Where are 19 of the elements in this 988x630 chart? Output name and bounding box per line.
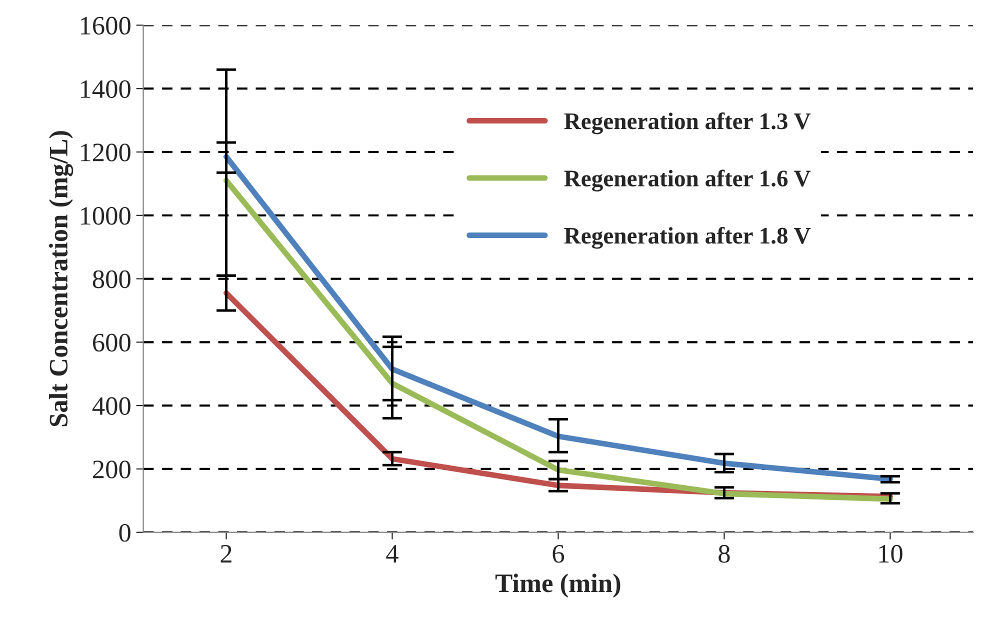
y-tick-label: 400 <box>92 397 130 415</box>
y-tick-label: 200 <box>93 460 130 478</box>
x-tick-label: 6 <box>552 544 564 563</box>
y-tick-label: 800 <box>92 270 130 288</box>
y-tick-label: 1400 <box>81 80 130 98</box>
x-tick-label: 4 <box>386 545 398 562</box>
legend-label: Regeneration after 1.8 V <box>564 226 811 249</box>
x-tick-label: 10 <box>879 544 902 563</box>
y-tick-label: 1000 <box>81 206 130 225</box>
y-tick-label: 0 <box>119 524 130 542</box>
legend-label: Regeneration after 1.3 V <box>564 112 811 134</box>
legend-label: Regeneration after 1.6 V <box>564 170 811 192</box>
x-tick-label: 2 <box>220 544 232 562</box>
x-tick-label: 8 <box>718 544 730 563</box>
x-axis-title: Time (min) <box>495 574 620 598</box>
y-axis-title: Salt Concentration (mg/L) <box>48 131 74 426</box>
y-tick-label: 1600 <box>81 16 130 35</box>
y-tick-label: 1200 <box>81 144 130 162</box>
y-tick-label: 600 <box>93 334 130 352</box>
